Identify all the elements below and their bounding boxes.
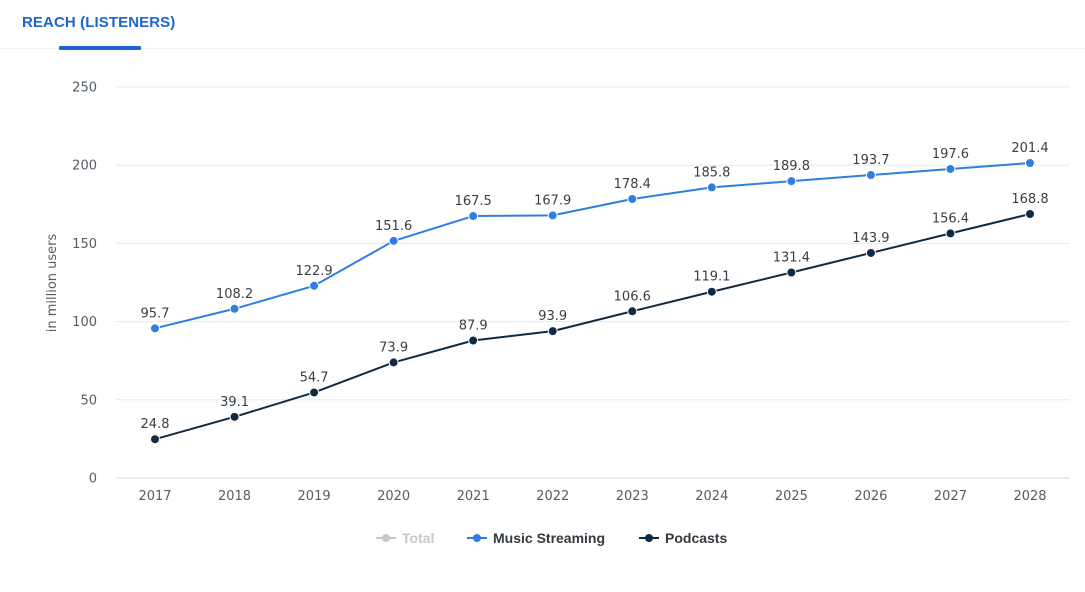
music-streaming-point[interactable] — [468, 211, 479, 222]
music-streaming-data-label: 178.4 — [614, 177, 651, 192]
music-streaming-point[interactable] — [309, 280, 320, 291]
x-tick-label: 2020 — [377, 489, 410, 504]
music-streaming-data-label: 167.9 — [534, 193, 571, 208]
series-music-streaming: 95.7 108.2 122.9 151.6 167.5 167.9 178.4 185.8 1… — [141, 141, 1049, 334]
y-tick-label: 200 — [72, 159, 97, 174]
podcasts-data-label: 131.4 — [773, 250, 810, 265]
podcasts-point[interactable] — [547, 326, 558, 337]
series-group: 95.7 108.2 122.9 151.6 167.5 167.9 178.4 185.8 1… — [141, 141, 1049, 445]
music-streaming-data-label: 193.7 — [852, 153, 889, 168]
legend-marker-icon — [382, 534, 390, 542]
podcasts-point[interactable] — [309, 387, 320, 398]
legend-label: Podcasts — [665, 530, 727, 546]
music-streaming-point[interactable] — [786, 176, 797, 187]
podcasts-data-label: 24.8 — [141, 417, 170, 432]
x-tick-label: 2026 — [854, 489, 887, 504]
x-tick-label: 2018 — [218, 489, 251, 504]
music-streaming-point[interactable] — [150, 323, 160, 334]
legend-label: Total — [402, 530, 434, 546]
podcasts-data-label: 119.1 — [693, 270, 730, 285]
podcasts-point[interactable] — [229, 411, 240, 422]
music-streaming-data-label: 95.7 — [141, 306, 170, 321]
podcasts-data-label: 73.9 — [379, 340, 408, 355]
legend-marker-icon — [473, 534, 481, 542]
y-tick-label: 50 — [80, 393, 97, 408]
podcasts-point[interactable] — [786, 267, 797, 278]
music-streaming-data-label: 201.4 — [1011, 141, 1048, 156]
music-streaming-point[interactable] — [945, 163, 956, 174]
music-streaming-point[interactable] — [627, 193, 638, 204]
music-streaming-point[interactable] — [388, 235, 399, 246]
podcasts-data-label: 143.9 — [852, 231, 889, 246]
podcasts-data-label: 156.4 — [932, 211, 969, 226]
y-tick-label: 100 — [72, 315, 97, 330]
music-streaming-data-label: 189.8 — [773, 159, 810, 174]
music-streaming-data-label: 197.6 — [932, 147, 969, 162]
music-streaming-point[interactable] — [229, 303, 240, 314]
x-tick-label: 2023 — [616, 489, 649, 504]
y-axis-label: in million users — [45, 234, 60, 333]
series-podcasts: 24.8 39.1 54.7 73.9 87.9 93.9 106.6 119.1 131.4 1… — [141, 192, 1049, 445]
x-axis-ticks: 2017 2018 2019 2020 2021 2022 2023 2024 2025 2026… — [138, 489, 1046, 504]
y-tick-label: 150 — [72, 237, 97, 252]
music-streaming-point[interactable] — [865, 170, 876, 181]
y-tick-label: 0 — [89, 472, 97, 487]
music-streaming-line — [154, 162, 1031, 330]
music-streaming-data-label: 167.5 — [455, 194, 492, 209]
podcasts-point[interactable] — [627, 306, 638, 317]
podcasts-point[interactable] — [1025, 208, 1035, 219]
podcasts-data-label: 39.1 — [220, 395, 249, 410]
y-axis-ticks: 0 50 100 150 200 250 — [72, 81, 97, 487]
music-streaming-point[interactable] — [1025, 158, 1035, 169]
x-tick-label: 2019 — [298, 489, 331, 504]
podcasts-point[interactable] — [945, 228, 956, 239]
music-streaming-data-label: 151.6 — [375, 219, 412, 234]
legend-item-podcasts[interactable]: Podcasts — [639, 530, 727, 546]
y-tick-label: 250 — [72, 81, 97, 96]
music-streaming-point[interactable] — [706, 182, 717, 193]
music-streaming-data-label: 185.8 — [693, 165, 730, 180]
x-tick-label: 2022 — [536, 489, 569, 504]
podcasts-line — [154, 213, 1031, 441]
podcasts-data-label: 93.9 — [538, 309, 567, 324]
legend: Total Music Streaming Podcasts — [376, 530, 727, 546]
active-tab-indicator — [59, 46, 141, 50]
podcasts-point[interactable] — [150, 434, 160, 445]
grid-lines — [116, 86, 1070, 479]
x-tick-label: 2017 — [138, 489, 171, 504]
podcasts-data-label: 106.6 — [614, 289, 651, 304]
x-tick-label: 2024 — [695, 489, 728, 504]
tab-reach-listeners[interactable]: REACH (LISTENERS) — [22, 14, 176, 31]
legend-label: Music Streaming — [493, 530, 605, 546]
tab-bar: REACH (LISTENERS) — [0, 0, 1085, 50]
music-streaming-data-label: 122.9 — [295, 264, 332, 279]
music-streaming-data-label: 108.2 — [216, 287, 253, 302]
podcasts-data-label: 168.8 — [1011, 192, 1048, 207]
podcasts-point[interactable] — [865, 247, 876, 258]
x-tick-label: 2028 — [1013, 489, 1046, 504]
x-tick-label: 2027 — [934, 489, 967, 504]
podcasts-data-label: 54.7 — [300, 370, 329, 385]
music-streaming-point[interactable] — [547, 210, 558, 221]
podcasts-point[interactable] — [388, 357, 399, 368]
podcasts-point[interactable] — [468, 335, 479, 346]
legend-item-music-streaming[interactable]: Music Streaming — [467, 530, 605, 546]
podcasts-point[interactable] — [706, 286, 717, 297]
legend-item-total[interactable]: Total — [376, 530, 434, 546]
podcasts-data-label: 87.9 — [459, 319, 488, 334]
x-tick-label: 2021 — [457, 489, 490, 504]
legend-marker-icon — [645, 534, 653, 542]
x-tick-label: 2025 — [775, 489, 808, 504]
